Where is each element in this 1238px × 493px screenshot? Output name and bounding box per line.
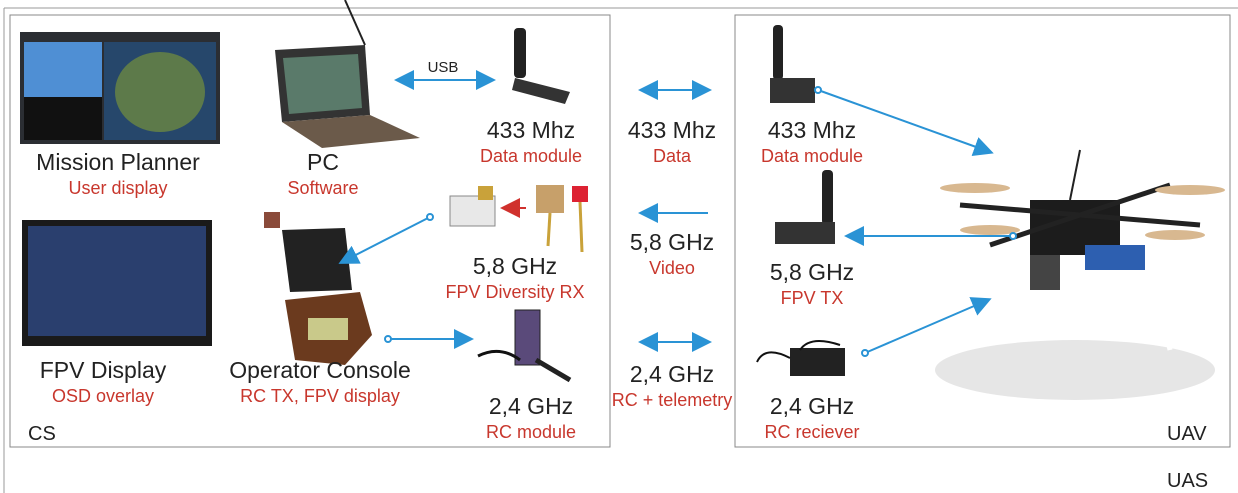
node-title: PC	[307, 149, 339, 175]
uav-data-module-image	[770, 25, 815, 103]
data-module-image	[512, 28, 570, 104]
pc-image	[275, 0, 420, 148]
node-title: 5,8 GHz	[770, 259, 854, 285]
operator-console-image	[264, 212, 372, 365]
node-title: 5,8 GHz	[630, 229, 714, 255]
usb-label: USB	[428, 59, 459, 76]
node-title: 5,8 GHz	[473, 253, 557, 279]
node-subtitle: RC TX, FPV display	[240, 386, 400, 406]
fpv-display-image	[22, 220, 212, 346]
node-subtitle: Data module	[480, 146, 582, 166]
node-subtitle: Video	[649, 258, 695, 278]
node-subtitle: User display	[68, 178, 167, 198]
node-title: Operator Console	[229, 357, 411, 383]
node-subtitle: Data module	[761, 146, 863, 166]
drone-image	[935, 150, 1225, 400]
fpv-tx-image	[775, 170, 835, 244]
node-subtitle: Data	[653, 146, 692, 166]
node-title: 433 Mhz	[768, 117, 856, 143]
uas-label: UAS	[1167, 470, 1208, 492]
diagram: USB CS UAV UAS Mission Planner User displ…	[0, 0, 1238, 493]
node-subtitle: Software	[287, 178, 358, 198]
rc-receiver-image	[757, 341, 845, 376]
node-title: 433 Mhz	[628, 117, 716, 143]
node-title: FPV Display	[40, 357, 167, 383]
node-subtitle: OSD overlay	[52, 386, 154, 406]
node-subtitle: RC reciever	[764, 422, 859, 442]
node-title: 2,4 GHz	[489, 393, 573, 419]
node-subtitle: FPV Diversity RX	[445, 282, 584, 302]
node-title: 2,4 GHz	[630, 361, 714, 387]
node-title: 433 Mhz	[487, 117, 575, 143]
node-title: Mission Planner	[36, 149, 200, 175]
rc-module-image	[478, 310, 570, 380]
node-subtitle: RC module	[486, 422, 576, 442]
node-title: 2,4 GHz	[770, 393, 854, 419]
node-subtitle: RC + telemetry	[612, 390, 733, 410]
fpv-rx-image	[450, 185, 588, 252]
mission-planner-image	[20, 32, 220, 144]
node-subtitle: FPV TX	[781, 288, 844, 308]
cs-label: CS	[28, 423, 56, 445]
uav-label: UAV	[1167, 423, 1207, 445]
